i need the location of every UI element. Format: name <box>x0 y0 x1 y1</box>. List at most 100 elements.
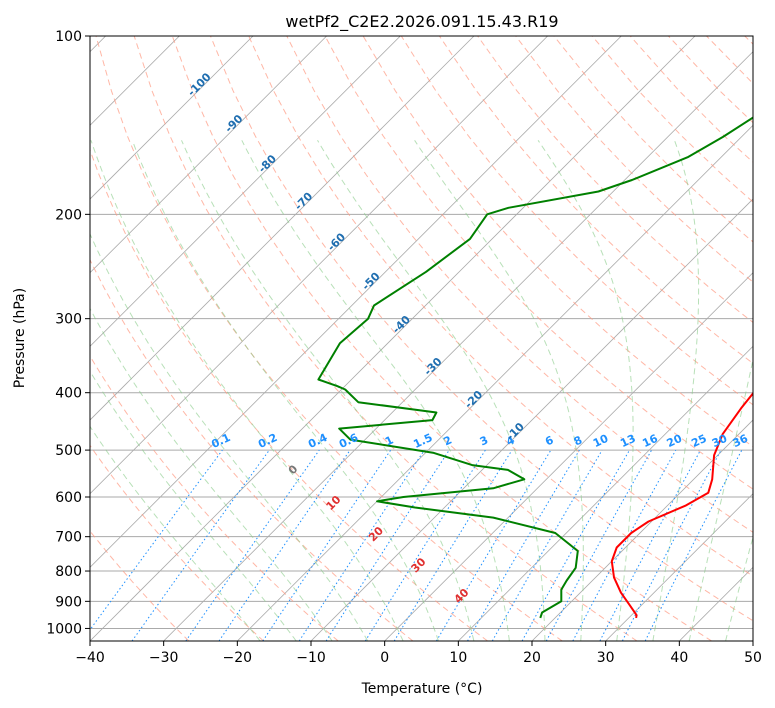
isotherm-line <box>605 493 753 641</box>
chart-title: wetPf2_C2E2.2026.091.15.43.R19 <box>285 12 558 32</box>
mixing-ratio-label: 1.5 <box>411 431 434 451</box>
wet-bulb-label: 20 <box>366 524 386 544</box>
moist-adiabat-line <box>90 140 404 641</box>
mixing-ratio-line <box>185 449 320 641</box>
mixing-ratio-label: 10 <box>591 432 611 450</box>
isotherm-line <box>163 51 753 641</box>
isotherm-label: -50 <box>359 269 382 292</box>
mixing-ratio-line <box>262 449 392 641</box>
mixing-ratio-label: 25 <box>689 432 708 450</box>
dry-adiabat-line <box>324 36 753 490</box>
series-layer <box>317 116 753 619</box>
mixing-ratio-line <box>644 449 743 641</box>
dewpoint-profile-line <box>317 116 753 619</box>
y-tick-label: 300 <box>55 312 82 328</box>
x-axis-label: Temperature (°C) <box>361 681 483 697</box>
isotherm-line <box>90 36 327 274</box>
mixing-ratio-label: 16 <box>640 432 660 450</box>
isotherm-label: -60 <box>325 230 348 253</box>
mixing-ratio-label: 0.4 <box>306 431 329 451</box>
isotherm-line <box>531 419 753 641</box>
isotherm-line <box>90 36 475 421</box>
isotherm-label: -70 <box>292 189 315 212</box>
moist-adiabat-line <box>241 140 510 641</box>
mixing-ratio-line <box>599 449 701 641</box>
moist-adiabat-line <box>317 140 546 641</box>
mixing-ratio-line <box>364 449 486 641</box>
x-tick-label: −30 <box>149 650 179 666</box>
mixing-ratio-line <box>545 449 653 641</box>
mixing-ratio-line <box>393 449 513 641</box>
moist-adiabat-line <box>181 140 475 641</box>
isotherm-label: -30 <box>421 355 444 378</box>
isotherm-line <box>679 566 753 641</box>
mixing-ratio-label: 6 <box>543 433 556 448</box>
dry-adiabat-line <box>515 36 753 283</box>
x-tick-label: 30 <box>597 650 615 666</box>
mixing-ratio-label: 20 <box>665 432 685 450</box>
moist-adiabat-line <box>90 370 297 641</box>
mixing-ratio-label: 36 <box>731 432 751 450</box>
mixing-ratio-line <box>521 449 630 641</box>
x-tick-label: 50 <box>744 650 762 666</box>
dry-adiabat-line <box>553 36 753 243</box>
temperature-profile-line <box>610 391 753 619</box>
mixing-ratio-line <box>572 449 677 641</box>
mixing-ratio-label: 3 <box>478 433 490 448</box>
mixing-ratio-label: 0.1 <box>209 431 232 451</box>
y-axis: 100 200 300 400 500 600 700 800 900 1000 <box>46 29 90 637</box>
dry-adiabat-line <box>95 36 563 641</box>
moist-adiabat-line <box>537 140 634 641</box>
dry-adiabat-line <box>286 36 753 533</box>
plot-frame <box>89 35 754 642</box>
dry-adiabat-line <box>90 355 339 641</box>
y-tick-label: 800 <box>55 564 82 580</box>
moist-adiabat-line <box>414 140 584 641</box>
y-tick-label: 100 <box>55 29 82 45</box>
x-axis: −40 −30 −20 −10 0 10 20 30 40 50 <box>75 641 762 666</box>
x-tick-label: 0 <box>380 650 389 666</box>
x-tick-label: 20 <box>523 650 541 666</box>
isotherm-line <box>90 36 401 347</box>
dry-adiabat-line <box>668 36 753 124</box>
dry-adiabat-line <box>477 36 753 324</box>
wet-bulb-label: 30 <box>409 555 429 575</box>
isotherm-line <box>310 198 753 641</box>
dry-adiabat-line <box>591 36 753 203</box>
isotherm-line <box>90 36 622 568</box>
wet-bulb-label: 40 <box>452 586 472 606</box>
y-tick-label: 1000 <box>46 621 82 637</box>
y-axis-label: Pressure (hPa) <box>12 288 28 388</box>
mixing-ratio-line <box>435 449 552 641</box>
moist-adiabat-line <box>90 425 261 641</box>
moist-adiabat-line <box>725 535 753 641</box>
wet-bulb-label: 10 <box>324 493 344 513</box>
x-tick-label: −20 <box>223 650 253 666</box>
x-tick-label: 40 <box>670 650 688 666</box>
isotherm-label: -40 <box>390 313 413 336</box>
y-tick-label: 900 <box>55 594 82 610</box>
isotherm-label: -20 <box>462 388 485 411</box>
wet-bulb-label: 0 <box>286 462 301 477</box>
dry-adiabat-line <box>90 444 264 641</box>
x-tick-label: −10 <box>296 650 326 666</box>
moist-adiabat-line <box>131 140 439 641</box>
dry-adiabat-line <box>248 36 753 577</box>
dry-adiabat-line <box>706 36 753 85</box>
line-labels: 0.1 0.2 0.4 0.6 1 1.5 2 3 4 6 8 10 13 16 20 25 30 36-100-… <box>185 70 750 606</box>
mixing-ratio-line <box>131 449 270 641</box>
isotherm-line <box>90 36 548 495</box>
y-tick-label: 600 <box>55 490 82 506</box>
dry-adiabat-line <box>210 36 753 622</box>
y-tick-label: 700 <box>55 530 82 546</box>
isotherm-line <box>458 345 753 641</box>
mixing-ratio-label: 8 <box>572 433 584 448</box>
y-tick-label: 400 <box>55 386 82 402</box>
dry-adiabat-line <box>90 258 414 641</box>
moist-adiabat-line <box>90 232 369 641</box>
y-tick-label: 500 <box>55 443 82 459</box>
mixing-ratio-label: 30 <box>710 432 730 450</box>
isotherm-line <box>90 36 254 200</box>
x-tick-label: −40 <box>75 650 105 666</box>
